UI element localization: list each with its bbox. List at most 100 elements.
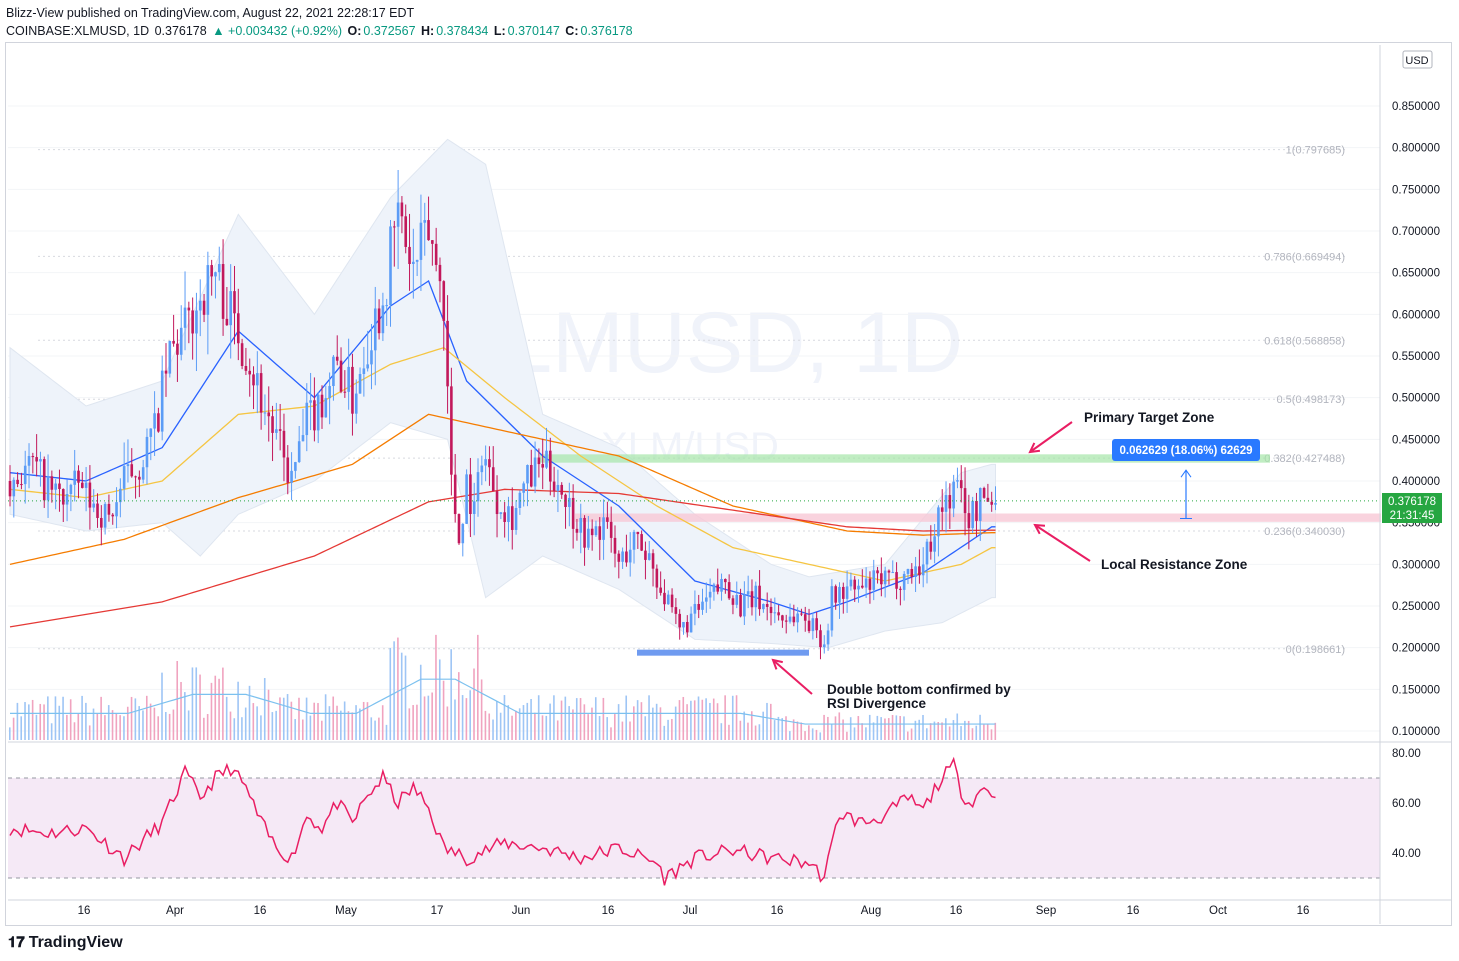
candle-body (469, 474, 472, 515)
candle-body (282, 430, 286, 458)
candle-body (248, 370, 252, 375)
zones[interactable] (540, 454, 1381, 522)
chart-frame[interactable] (5, 42, 1452, 926)
volume-bar (994, 722, 997, 740)
candle-body (495, 491, 499, 515)
volume-bar (693, 700, 696, 740)
volume-bar (477, 634, 479, 740)
last-price-tag-box (1382, 493, 1442, 523)
candle-body (537, 457, 541, 465)
volume-bar (126, 706, 129, 740)
volume-bar (613, 714, 616, 740)
candle-body (963, 488, 967, 514)
candle-body (111, 514, 115, 517)
time-axis[interactable]: 16 Apr 16 May 17 Jun 16 Jul 16 Aug 16 Sep 16 Oct 16 (78, 905, 1310, 917)
annotations[interactable]: Primary Target Zone Local Resistance Zon… (827, 410, 1248, 711)
price-axis[interactable]: 0.850000 0.800000 0.750000 0.700000 0.650000… (8, 45, 1451, 924)
candle-body (967, 513, 971, 529)
time-tick-label: 16 (1127, 905, 1140, 917)
candle-body (944, 495, 948, 512)
candle-body (754, 585, 758, 608)
candle-body (552, 481, 556, 492)
volume-bar (389, 648, 392, 740)
tradingview-logo[interactable]: 𝟏𝟕 TradingView (8, 934, 123, 952)
volume-bar (979, 714, 981, 740)
volume-bar (743, 711, 745, 740)
volume-bar (165, 712, 167, 740)
candle-body (514, 508, 518, 530)
volume-bar (853, 727, 856, 740)
candle-body (906, 568, 910, 574)
volume-bar (290, 701, 293, 740)
candle-body (328, 386, 331, 399)
volume-bar (655, 703, 658, 740)
resistance-arrow (1034, 524, 1091, 562)
candle-body (895, 572, 898, 589)
candle-body (267, 412, 271, 417)
candle-body (294, 462, 297, 471)
currency-badge[interactable]: USD (1402, 50, 1433, 69)
volume-bar (861, 723, 863, 740)
candle-body (183, 307, 187, 328)
open-label: O: (347, 24, 362, 38)
volume-bar (948, 726, 951, 740)
double-bottom-arrow-head (771, 658, 783, 670)
candle-body (788, 616, 792, 622)
volume-bar (343, 701, 346, 740)
time-tick-label: Apr (166, 905, 184, 917)
target-arrow (1029, 421, 1073, 453)
volume-bar (564, 696, 567, 740)
candle-body (20, 484, 23, 486)
volume-bar (408, 708, 411, 740)
volume-bar (400, 652, 403, 740)
time-tick-label: 16 (78, 905, 91, 917)
ema-line-3 (9, 413, 996, 565)
candle-body (556, 484, 560, 492)
volume-bar (575, 698, 578, 740)
fib-retracement[interactable]: 1(0.797685) 0.786(0.669494) 0.618(0.568858… (38, 145, 1345, 656)
price-tick-label: 0.700000 (1392, 226, 1440, 238)
volume-bar (145, 695, 148, 740)
volume-bar (728, 724, 730, 740)
candle-body (705, 597, 708, 602)
volume-bar (537, 695, 540, 740)
volume-bar (811, 728, 814, 740)
candle-body (217, 264, 221, 273)
candle-body (23, 465, 27, 485)
volume-bar (541, 715, 544, 740)
volume-bar (374, 720, 376, 740)
candle-body (644, 550, 647, 560)
volume-bar (69, 699, 72, 740)
measure-label[interactable]: 0.062629 (18.06%) 62629 (1112, 439, 1260, 461)
volume-bar (206, 714, 209, 740)
bollinger-fill (9, 138, 996, 649)
volume-bar (686, 704, 688, 740)
volume-bar (956, 713, 959, 740)
volume-bar (199, 674, 201, 740)
volume-bar (591, 707, 593, 740)
volume-bar (366, 702, 369, 740)
volume-bar (317, 703, 319, 740)
volume-bar (914, 720, 917, 740)
candle-body (765, 604, 769, 607)
candle-body (187, 307, 191, 311)
drawings[interactable] (8, 421, 1380, 695)
symbol-label[interactable]: COINBASE:XLMUSD, 1D (6, 24, 150, 38)
candle-body (834, 586, 837, 603)
candle-body (80, 482, 84, 488)
rsi-pane[interactable] (8, 756, 1380, 886)
candle-body (773, 612, 777, 614)
volume-bar (518, 708, 521, 740)
volume-bar (321, 720, 323, 740)
candles (8, 169, 997, 660)
candle-body (164, 370, 168, 374)
volume-bar (705, 698, 707, 740)
volume-bar (62, 696, 64, 740)
volume-bar (587, 714, 589, 740)
volume-bar (594, 697, 597, 740)
volume-bar (454, 699, 456, 740)
candle-body (160, 370, 164, 432)
candle-body (579, 517, 583, 533)
volume-bar (85, 702, 87, 740)
